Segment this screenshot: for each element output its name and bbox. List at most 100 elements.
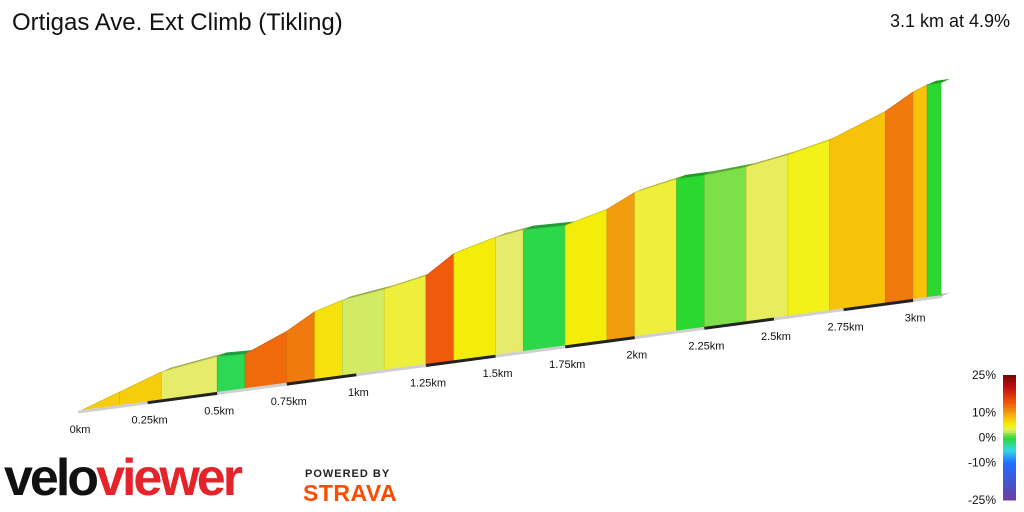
- legend-label: -10%: [968, 456, 996, 470]
- km-axis-segment: [843, 298, 914, 312]
- gradient-segment: [564, 208, 608, 348]
- legend-color-step: [1003, 390, 1016, 393]
- legend-label: 10%: [972, 406, 996, 420]
- legend-label: 0%: [979, 431, 997, 445]
- legend-color-step: [1003, 470, 1016, 473]
- km-axis-segment: [704, 317, 775, 330]
- strava-logo[interactable]: STRAVA: [303, 480, 398, 506]
- legend-color-step: [1003, 492, 1016, 496]
- legend-color-step: [1003, 497, 1016, 501]
- legend-color-step: [1003, 490, 1016, 493]
- x-tick-label: 1.25km: [410, 378, 446, 390]
- profile-top-segment: [495, 225, 533, 238]
- legend-color-step: [1003, 382, 1016, 386]
- x-tick-label: 2km: [626, 350, 647, 362]
- km-axis-segment: [425, 354, 496, 367]
- profile-top-segment: [161, 352, 227, 372]
- x-tick-label: 2.25km: [688, 340, 724, 352]
- legend-color-step: [1003, 397, 1016, 401]
- legend-label: -25%: [968, 493, 996, 507]
- legend-color-step: [1003, 442, 1016, 446]
- x-tick-label: 0.5km: [204, 405, 234, 417]
- legend-color-step: [1003, 415, 1016, 418]
- legend-color-step: [1003, 380, 1016, 383]
- climb-summary: 3.1 km at 4.9%: [889, 11, 1010, 31]
- legend-color-step: [1003, 377, 1016, 381]
- legend-color-step: [1003, 395, 1016, 398]
- profile-top-segment: [927, 78, 951, 85]
- profile-top-segment: [217, 350, 255, 357]
- km-axis-segment: [565, 336, 635, 349]
- km-axis-segment: [77, 401, 148, 414]
- gradient-segment: [745, 154, 789, 324]
- gradient-segment: [885, 91, 914, 305]
- veloviewer-logo[interactable]: veloviewer: [4, 449, 243, 507]
- legend-color-step: [1003, 477, 1016, 481]
- legend-color-step: [1003, 385, 1016, 388]
- x-tick-label: 1.75km: [549, 359, 585, 371]
- profile-top-segment: [523, 221, 575, 230]
- legend-color-step: [1003, 495, 1016, 498]
- legend-color-step: [1003, 460, 1016, 463]
- legend-color-step: [1003, 412, 1016, 416]
- legend-color-step: [1003, 400, 1016, 403]
- legend-color-step: [1003, 480, 1016, 483]
- gradient-segment: [787, 139, 830, 318]
- legend-color-step: [1003, 410, 1016, 413]
- legend-color-step: [1003, 472, 1016, 476]
- gradient-segment: [216, 353, 246, 394]
- legend-color-step: [1003, 432, 1016, 436]
- x-tick-label: 2.75km: [828, 322, 864, 334]
- gradient-segment: [383, 275, 427, 372]
- x-tick-label: 0.25km: [132, 415, 168, 427]
- profile-top-segment: [704, 162, 756, 176]
- gradient-segment: [912, 84, 928, 301]
- profile-top-segment: [676, 171, 714, 179]
- legend-color-step: [1003, 467, 1016, 471]
- gradient-segment: [606, 191, 636, 342]
- legend-color-step: [1003, 375, 1016, 378]
- gradient-segment: [676, 174, 705, 333]
- km-axis-segment: [913, 295, 942, 302]
- legend-color-step: [1003, 425, 1016, 428]
- gradient-segment: [704, 166, 747, 329]
- km-axis-segment: [773, 308, 844, 321]
- legend-color-step: [1003, 440, 1016, 443]
- km-axis-segment: [356, 364, 427, 377]
- legend-color-step: [1003, 482, 1016, 486]
- gradient-segment: [425, 252, 455, 366]
- gradient-segment: [244, 330, 288, 391]
- legend-color-step: [1003, 452, 1016, 456]
- x-tick-label: 3km: [905, 312, 926, 324]
- legend-color-step: [1003, 422, 1016, 426]
- gradient-segment: [286, 311, 315, 385]
- legend-color-step: [1003, 447, 1016, 451]
- gradient-segment: [829, 110, 886, 312]
- legend-color-step: [1003, 407, 1016, 411]
- profile-top-segment: [746, 150, 797, 167]
- x-tick-label: 0km: [70, 424, 91, 436]
- gradient-segment: [342, 288, 385, 378]
- legend-color-step: [1003, 487, 1016, 491]
- km-axis-segment: [147, 391, 218, 405]
- legend-color-step: [1003, 417, 1016, 421]
- legend-color-step: [1003, 445, 1016, 448]
- legend-label: 25%: [972, 368, 996, 382]
- powered-by-label: POWERED BY: [305, 468, 391, 480]
- gradient-segment: [523, 225, 566, 353]
- legend-color-step: [1003, 405, 1016, 408]
- x-tick-label: 0.75km: [271, 396, 307, 408]
- gradient-segment: [453, 236, 496, 363]
- legend-color-step: [1003, 420, 1016, 423]
- legend-color-step: [1003, 430, 1016, 433]
- legend-color-step: [1003, 437, 1016, 441]
- legend-color-step: [1003, 450, 1016, 453]
- legend-color-step: [1003, 435, 1016, 438]
- legend-color-step: [1003, 462, 1016, 466]
- gradient-segment: [634, 178, 677, 338]
- profile-top-segment: [342, 285, 394, 301]
- legend-color-step: [1003, 457, 1016, 461]
- page-title: Ortigas Ave. Ext Climb (Tikling): [12, 9, 343, 36]
- legend-color-step: [1003, 402, 1016, 406]
